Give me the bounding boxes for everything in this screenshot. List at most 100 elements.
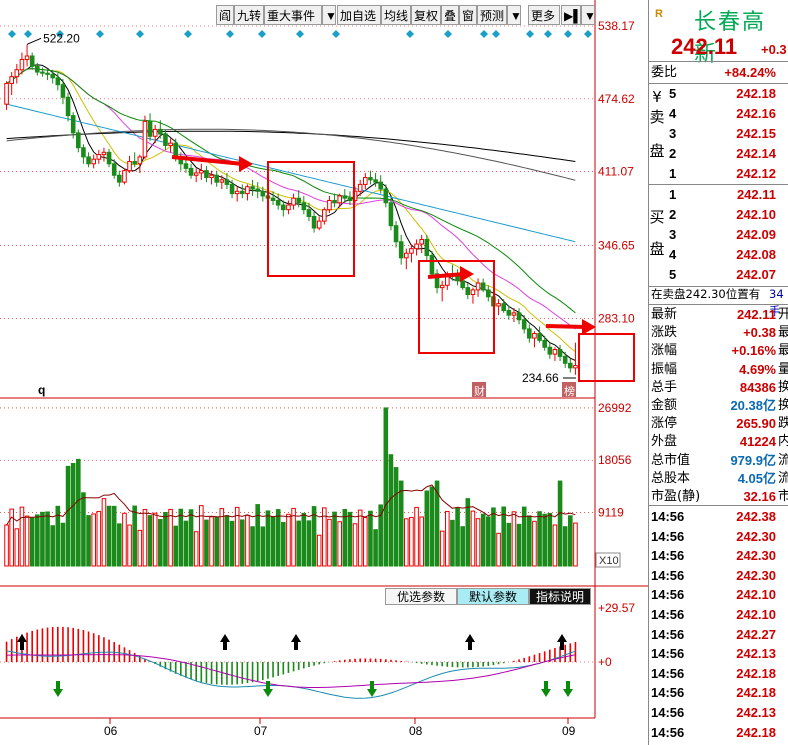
volume-bar — [414, 506, 419, 567]
quote-label: 总手 — [651, 379, 678, 395]
toolbar-button-6[interactable]: 复权 — [411, 5, 441, 25]
volume-bar — [352, 523, 358, 567]
signal-down-arrow-icon — [563, 681, 573, 697]
volume-bar — [322, 507, 327, 567]
trade-price: 242.27 — [736, 626, 776, 642]
volume-bar — [557, 480, 563, 567]
volume-unit-label: X10 — [599, 555, 619, 567]
volume-bar — [219, 508, 225, 567]
quote-value: +0.38 — [743, 325, 776, 341]
volume-bar — [50, 525, 55, 567]
candle-body — [439, 284, 445, 289]
candle-body — [311, 216, 317, 229]
toolbar-button-5[interactable]: 均线 — [381, 5, 411, 25]
trade-time: 14:56 — [651, 646, 685, 662]
volume-bar — [460, 526, 465, 567]
toolbar-button-2[interactable]: 重大事件 — [264, 5, 322, 25]
candle-body — [562, 355, 568, 364]
volume-bar — [496, 532, 501, 567]
candle-body — [147, 120, 153, 137]
event-diamond-icon — [8, 30, 16, 38]
annotation-arrow-head — [460, 266, 474, 282]
toolbar-button-10[interactable]: ▼ — [507, 5, 522, 25]
volume-bar — [137, 529, 143, 567]
toolbar-button-3[interactable]: ▼ — [322, 5, 337, 25]
volume-bar — [122, 512, 127, 567]
trade-price: 242.38 — [736, 509, 776, 524]
macd-dea-line — [6, 654, 576, 688]
volume-bar — [455, 507, 460, 567]
candle-body — [275, 199, 281, 206]
candle-body — [158, 128, 163, 135]
candle-body — [511, 312, 517, 316]
toolbar-button-8[interactable]: 窗 — [459, 5, 477, 25]
toolbar-button-13[interactable]: ▼ — [581, 5, 596, 25]
sell-level-price: 242.14 — [736, 146, 776, 161]
volume-bar — [275, 509, 281, 567]
candle-body — [60, 84, 66, 98]
candle-body — [501, 303, 506, 312]
signal-up-arrow-icon — [17, 634, 27, 650]
candle-body — [542, 339, 547, 348]
marker-q: q — [38, 383, 45, 397]
toolbar-button-11[interactable]: 更多 — [528, 5, 560, 25]
trade-price: 242.13 — [736, 646, 776, 662]
candle-body — [229, 183, 235, 195]
candle-body — [332, 199, 337, 204]
annotation-arrow-head — [582, 319, 596, 335]
toolbar-button-4[interactable]: 加自选 — [337, 5, 381, 25]
candle-body — [24, 55, 30, 60]
candle-body — [434, 273, 440, 289]
volume-bar — [368, 510, 373, 567]
volume-bar — [86, 515, 91, 567]
quote-cut-label: 换 — [778, 398, 788, 413]
toolbar-button-7[interactable]: 叠 — [441, 5, 459, 25]
optimize-params-button[interactable]: 优选参数 — [385, 588, 457, 605]
candle-body — [117, 174, 122, 183]
candle-body — [214, 174, 219, 183]
candle-body — [573, 365, 578, 369]
candle-body — [193, 172, 199, 176]
volume-bar — [388, 454, 394, 567]
event-diamond-icon — [296, 30, 304, 38]
candle-body — [142, 120, 148, 158]
toolbar-button-1[interactable]: 九转 — [234, 5, 264, 25]
candle-body — [168, 142, 173, 146]
volume-bar — [224, 515, 230, 567]
event-diamond-icon — [226, 30, 234, 38]
candle-body — [199, 170, 204, 174]
default-params-button[interactable]: 默认参数 — [457, 588, 529, 605]
toolbar-button-12[interactable]: ▶▌ — [561, 5, 582, 25]
sell-yen-label: ¥ — [652, 88, 662, 106]
volume-bar — [60, 522, 66, 567]
volume-bar — [147, 515, 153, 567]
trade-time: 14:56 — [651, 665, 685, 681]
volume-bar — [342, 508, 348, 567]
volume-bar — [209, 516, 214, 567]
volume-bar — [183, 520, 189, 567]
volume-tick-label: 18056 — [598, 453, 632, 467]
candle-body — [516, 312, 522, 321]
volume-bar — [163, 511, 168, 567]
candle-body — [4, 83, 9, 105]
volume-tick-label: 26992 — [598, 401, 632, 415]
toolbar-button-9[interactable]: 预测 — [477, 5, 507, 25]
quote-value: 4.69% — [739, 361, 776, 377]
macd-tick-label: +0 — [598, 655, 612, 669]
event-tag-bang: 榜 — [564, 384, 575, 398]
volume-bar — [373, 529, 378, 567]
quote-value: 242.11 — [736, 307, 776, 322]
quote-value: +0.16% — [731, 343, 776, 359]
volume-bar — [527, 515, 532, 567]
volume-bar — [250, 526, 255, 567]
volume-bar — [516, 523, 522, 567]
event-diamond-icon — [492, 30, 500, 38]
candle-body — [86, 156, 91, 165]
stock-price: 242.11 — [671, 34, 738, 59]
candle-body — [91, 158, 96, 165]
volume-bar — [439, 530, 445, 567]
indicator-help-button[interactable]: 指标说明 — [529, 588, 591, 605]
trade-time: 14:56 — [651, 724, 685, 740]
toolbar-button-0[interactable]: 阎 — [216, 5, 234, 25]
ma60-line — [6, 103, 576, 243]
